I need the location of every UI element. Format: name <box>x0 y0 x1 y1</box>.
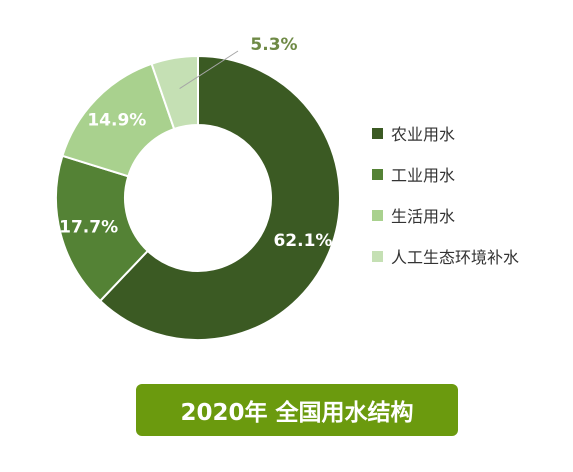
data-label-domestic: 14.9% <box>87 110 146 130</box>
legend-label-industry: 工业用水 <box>391 166 456 185</box>
legend-label-ecology: 人工生态环境补水 <box>391 248 520 267</box>
chart-title: 2020年 全国用水结构 <box>180 400 414 426</box>
legend-item-ecology: 人工生态环境补水 <box>372 245 519 267</box>
leader-line-ecology <box>179 50 239 90</box>
legend: 农业用水 工业用水 生活用水 人工生态环境补水 <box>372 122 519 286</box>
slice-ecology <box>150 54 199 131</box>
legend-item-domestic: 生活用水 <box>372 204 519 226</box>
legend-swatch-ecology <box>372 250 383 262</box>
data-label-ecology: 5.3% <box>250 35 297 55</box>
chart-title-banner: 2020年 全国用水结构 <box>136 384 458 436</box>
legend-label-agriculture: 农业用水 <box>391 125 456 144</box>
data-label-agriculture: 62.1% <box>273 231 332 251</box>
legend-swatch-domestic <box>372 209 383 221</box>
data-label-industry: 17.7% <box>59 217 118 237</box>
legend-item-agriculture: 农业用水 <box>372 122 519 144</box>
legend-swatch-agriculture <box>372 127 383 139</box>
legend-swatch-industry <box>372 168 383 180</box>
legend-item-industry: 工业用水 <box>372 163 519 185</box>
slice-agriculture <box>98 54 341 341</box>
legend-label-domestic: 生活用水 <box>391 207 456 226</box>
